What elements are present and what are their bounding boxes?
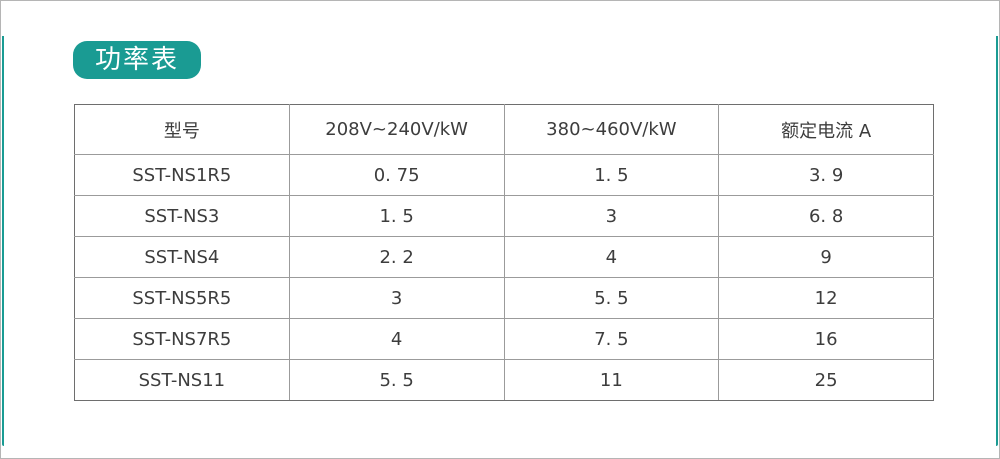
cell-model: SST-NS11 [74, 359, 290, 401]
cell-power-380-460: 11 [503, 359, 720, 401]
table-row: SST-NS7R5 4 7. 5 16 [74, 318, 934, 361]
column-header-208-240v-kw: 208V~240V/kW [288, 103, 505, 156]
cell-model: SST-NS3 [74, 195, 290, 238]
column-header-380-460v-kw: 380~460V/kW [503, 103, 720, 156]
cell-power-380-460: 4 [503, 236, 720, 279]
cell-rated-current: 3. 9 [718, 154, 934, 197]
cell-power-380-460: 7. 5 [503, 318, 720, 361]
cell-rated-current: 16 [718, 318, 934, 361]
table-row: SST-NS4 2. 2 4 9 [74, 236, 934, 279]
cell-rated-current: 25 [718, 359, 934, 401]
page-edge-accent-right [996, 36, 998, 446]
cell-model: SST-NS4 [74, 236, 290, 279]
cell-power-380-460: 1. 5 [503, 154, 720, 197]
cell-power-208-240: 5. 5 [288, 359, 505, 401]
column-header-model: 型号 [74, 103, 290, 156]
page-edge-accent-left [2, 36, 4, 446]
cell-model: SST-NS7R5 [74, 318, 290, 361]
table-row: SST-NS5R5 3 5. 5 12 [74, 277, 934, 320]
cell-power-208-240: 3 [288, 277, 505, 320]
power-rating-table: 型号 208V~240V/kW 380~460V/kW 额定电流 A SST-N… [74, 103, 934, 401]
cell-power-380-460: 5. 5 [503, 277, 720, 320]
cell-power-208-240: 4 [288, 318, 505, 361]
cell-rated-current: 6. 8 [718, 195, 934, 238]
cell-model: SST-NS1R5 [74, 154, 290, 197]
cell-rated-current: 9 [718, 236, 934, 279]
table-header-row: 型号 208V~240V/kW 380~460V/kW 额定电流 A [74, 103, 934, 156]
cell-power-208-240: 2. 2 [288, 236, 505, 279]
cell-model: SST-NS5R5 [74, 277, 290, 320]
cell-rated-current: 12 [718, 277, 934, 320]
table-row: SST-NS1R5 0. 75 1. 5 3. 9 [74, 154, 934, 197]
column-header-rated-current: 额定电流 A [718, 103, 934, 156]
table-row: SST-NS11 5. 5 11 25 [74, 359, 934, 401]
section-title-badge: 功率表 [73, 41, 201, 79]
table-row: SST-NS3 1. 5 3 6. 8 [74, 195, 934, 238]
cell-power-208-240: 1. 5 [288, 195, 505, 238]
cell-power-208-240: 0. 75 [288, 154, 505, 197]
cell-power-380-460: 3 [503, 195, 720, 238]
